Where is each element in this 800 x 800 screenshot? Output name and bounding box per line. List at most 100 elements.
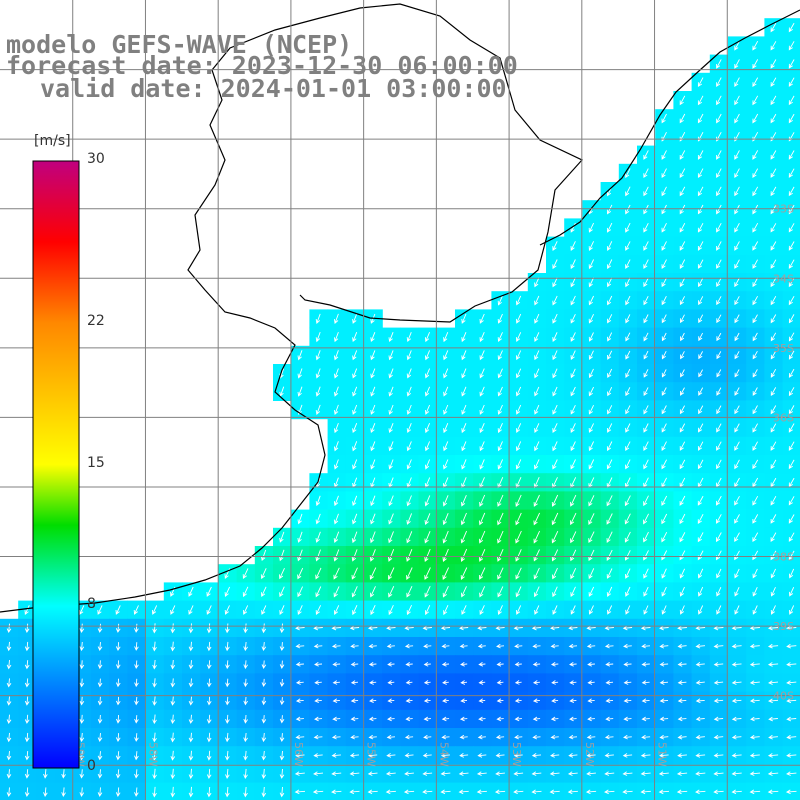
wind-arrow <box>552 605 558 615</box>
wind-arrow <box>370 513 376 525</box>
wind-arrow <box>6 714 12 725</box>
wind-arrow <box>206 586 212 597</box>
wind-arrow <box>695 625 706 631</box>
wind-arrow <box>97 751 103 761</box>
wind-arrow <box>713 662 724 667</box>
wind-arrow <box>170 696 176 706</box>
wind-arrow <box>752 95 759 106</box>
wind-arrow <box>713 698 724 704</box>
wind-arrow <box>315 531 321 543</box>
wind-arrow <box>588 277 595 288</box>
wind-arrow <box>479 368 485 379</box>
wind-arrow <box>752 423 758 433</box>
wind-arrow <box>570 241 576 251</box>
wind-arrow <box>731 698 742 704</box>
wind-arrow <box>661 186 667 197</box>
wind-arrow <box>279 623 285 634</box>
wind-arrow <box>294 789 306 795</box>
wind-arrow <box>152 696 157 706</box>
wind-arrow <box>752 168 759 179</box>
wind-arrow <box>731 680 742 685</box>
wind-arrow <box>134 751 139 761</box>
wind-arrow <box>533 586 540 598</box>
wind-arrow <box>494 789 506 795</box>
wind-arrow <box>313 734 323 740</box>
wind-arrow <box>770 168 777 178</box>
wind-arrow <box>441 643 450 649</box>
wind-arrow <box>770 241 777 251</box>
wind-arrow <box>605 698 614 704</box>
wind-arrow <box>643 459 649 470</box>
wind-arrow <box>768 680 779 685</box>
wind-arrow <box>97 769 103 779</box>
wind-arrow <box>550 734 559 740</box>
forecast-date: forecast date: 2023-12-30 06:00:00 <box>6 51 518 80</box>
wind-arrow <box>497 386 503 397</box>
wind-arrow <box>97 787 103 797</box>
wind-arrow <box>659 698 669 704</box>
wind-arrow <box>442 586 449 598</box>
wind-arrow <box>716 222 722 233</box>
wind-arrow <box>641 680 650 685</box>
wind-arrow <box>625 295 631 306</box>
wind-arrow <box>496 680 504 685</box>
wind-arrow <box>533 530 541 544</box>
wind-arrow <box>497 368 503 379</box>
wind-arrow <box>404 643 414 649</box>
wind-arrow <box>585 789 597 795</box>
wind-arrow <box>332 698 340 704</box>
wind-arrow <box>623 698 632 704</box>
wind-arrow <box>716 296 722 306</box>
wind-arrow <box>661 241 667 251</box>
wind-arrow <box>24 751 30 761</box>
wind-arrow <box>752 568 758 579</box>
wind-arrow <box>643 295 649 306</box>
wind-arrow <box>367 771 378 776</box>
wind-arrow <box>588 423 595 433</box>
wind-arrow <box>333 331 339 343</box>
wind-arrow <box>188 768 194 780</box>
wind-arrow <box>152 678 157 688</box>
wind-arrow <box>460 567 468 580</box>
wind-arrow <box>261 715 267 724</box>
wind-arrow <box>295 662 304 667</box>
wind-arrow <box>279 605 285 615</box>
colorbar-tick-label: 15 <box>87 454 105 471</box>
wind-arrow <box>770 605 776 615</box>
wind-arrow <box>404 625 414 631</box>
wind-arrow <box>677 662 687 667</box>
wind-arrow <box>788 532 795 542</box>
wind-arrow <box>297 567 304 580</box>
wind-arrow <box>550 625 560 631</box>
wind-arrow <box>388 495 394 507</box>
wind-arrow <box>206 678 212 688</box>
wind-arrow <box>767 753 779 758</box>
wind-arrow <box>115 605 121 615</box>
wind-arrow <box>731 625 742 631</box>
wind-arrow <box>442 567 450 580</box>
wind-arrow <box>261 768 267 780</box>
wind-arrow <box>641 698 650 704</box>
wind-arrow <box>188 714 194 724</box>
colorbar <box>32 160 80 769</box>
wind-arrow <box>552 586 558 598</box>
wind-arrow <box>460 680 468 685</box>
wind-arrow <box>6 678 12 688</box>
wind-arrow <box>625 186 631 197</box>
wind-arrow <box>770 532 777 543</box>
wind-arrow <box>677 716 687 722</box>
wind-arrow <box>79 678 85 688</box>
wind-arrow <box>716 77 722 88</box>
wind-arrow <box>716 605 722 615</box>
wind-arrow <box>332 662 341 667</box>
wind-arrow <box>243 750 248 761</box>
wind-arrow <box>534 605 540 615</box>
wind-arrow <box>588 259 595 270</box>
colorbar-tick-label: 22 <box>87 312 105 329</box>
wind-arrow <box>716 459 722 470</box>
wind-arrow <box>97 623 103 633</box>
wind-arrow <box>659 716 669 722</box>
wind-arrow <box>170 678 176 688</box>
wind-arrow <box>479 605 485 615</box>
wind-arrow <box>533 494 540 507</box>
